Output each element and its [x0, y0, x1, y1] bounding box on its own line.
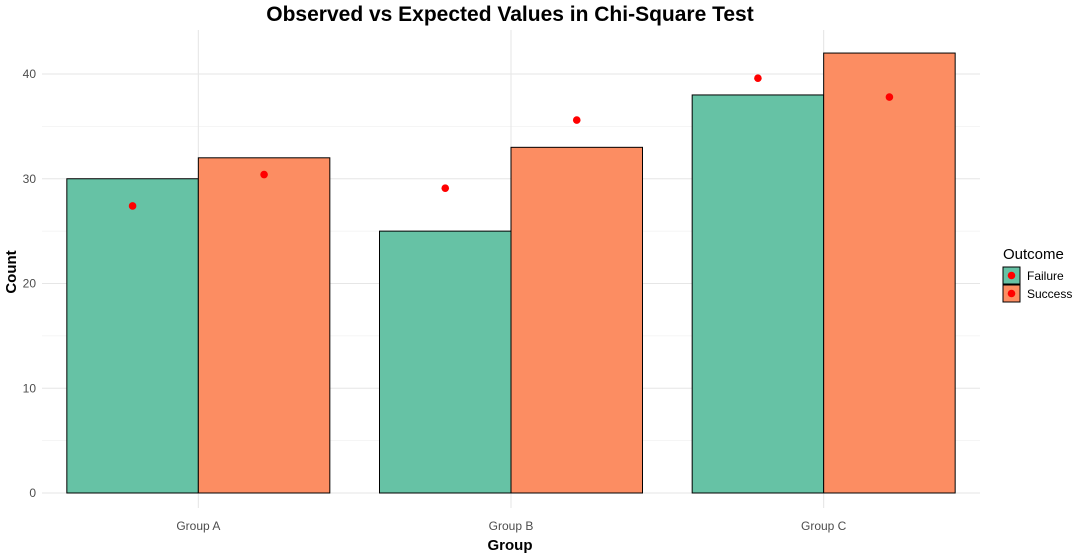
legend-label-success: Success [1027, 287, 1072, 301]
x-axis-ticks: Group A Group B Group C [176, 519, 846, 533]
legend: Outcome Failure Success [1002, 246, 1072, 303]
expected-point-success-2 [572, 116, 581, 124]
expected-point-failure-2 [441, 184, 450, 192]
chart-title: Observed vs Expected Values in Chi-Squar… [266, 3, 753, 26]
x-tick-label: Group C [801, 519, 847, 533]
legend-point-failure [1007, 271, 1016, 280]
bar-failure-1 [66, 178, 199, 494]
bars [66, 52, 956, 494]
y-axis-ticks: 0 10 20 30 40 [23, 67, 37, 500]
x-tick-label: Group B [489, 519, 534, 533]
legend-title: Outcome [1003, 246, 1064, 263]
y-tick-label: 20 [23, 277, 37, 291]
expected-point-failure-3 [754, 74, 762, 82]
y-tick-label: 30 [23, 172, 37, 186]
expected-point-failure-1 [128, 202, 137, 210]
expected-points [128, 74, 894, 210]
bar-success-1 [197, 157, 331, 494]
bar-failure-3 [691, 94, 825, 494]
bar-failure-2 [379, 230, 512, 494]
y-tick-label: 0 [29, 486, 36, 500]
x-tick-label: Group A [176, 519, 220, 533]
legend-label-failure: Failure [1027, 269, 1064, 283]
y-axis-title: Count [3, 250, 20, 293]
bar-success-2 [510, 146, 643, 494]
expected-point-success-3 [885, 93, 894, 101]
expected-point-success-1 [260, 170, 268, 179]
y-tick-label: 40 [23, 67, 37, 81]
legend-point-success [1007, 289, 1016, 298]
bar-success-3 [823, 52, 956, 494]
x-axis-title: Group [488, 537, 533, 554]
y-tick-label: 10 [23, 381, 37, 395]
